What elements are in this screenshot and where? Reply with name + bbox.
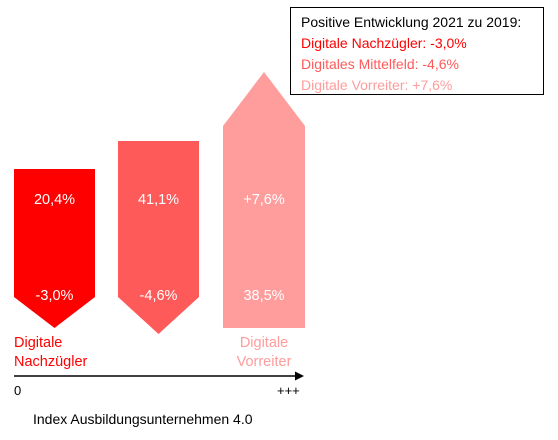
bars-layer: 20,4% -3,0% 41,1% -4,6% +7,6% 38,5% bbox=[14, 72, 305, 334]
bar-mittelfeld bbox=[118, 141, 199, 334]
category-label-nachzuegler: Digitale Nachzügler bbox=[14, 334, 94, 372]
legend: Positive Entwicklung 2021 zu 2019: Digit… bbox=[290, 7, 544, 95]
category-label-line: Nachzügler bbox=[14, 354, 88, 370]
bar-nachzuegler-value-bottom: -3,0% bbox=[36, 288, 74, 304]
bar-mittelfeld-value-top: 41,1% bbox=[138, 192, 179, 208]
bar-nachzuegler bbox=[14, 169, 95, 328]
legend-entry-mittelfeld: Digitales Mittelfeld: -4,6% bbox=[301, 56, 459, 72]
bar-vorreiter-value-top: +7,6% bbox=[243, 192, 285, 208]
x-axis-max-label: +++ bbox=[277, 383, 300, 398]
category-label-line: Digitale bbox=[239, 335, 289, 351]
x-axis-min-label: 0 bbox=[14, 383, 22, 398]
x-axis-title: Index Ausbildungsunternehmen 4.0 bbox=[33, 411, 253, 427]
x-axis-arrowhead bbox=[295, 371, 304, 381]
bar-vorreiter-value-bottom: 38,5% bbox=[243, 288, 284, 304]
bar-vorreiter bbox=[223, 72, 305, 328]
legend-entry-vorreiter: Digitale Vorreiter: +7,6% bbox=[301, 77, 453, 93]
category-label-vorreiter: Digitale Vorreiter bbox=[223, 334, 305, 372]
category-label-line: Vorreiter bbox=[236, 354, 292, 370]
legend-entry-nachzuegler: Digitale Nachzügler: -3,0% bbox=[301, 35, 467, 51]
bar-mittelfeld-value-bottom: -4,6% bbox=[140, 288, 178, 304]
category-label-line: Digitale bbox=[14, 335, 63, 351]
legend-title: Positive Entwicklung 2021 zu 2019: bbox=[301, 14, 522, 30]
bar-nachzuegler-value-top: 20,4% bbox=[34, 192, 75, 208]
